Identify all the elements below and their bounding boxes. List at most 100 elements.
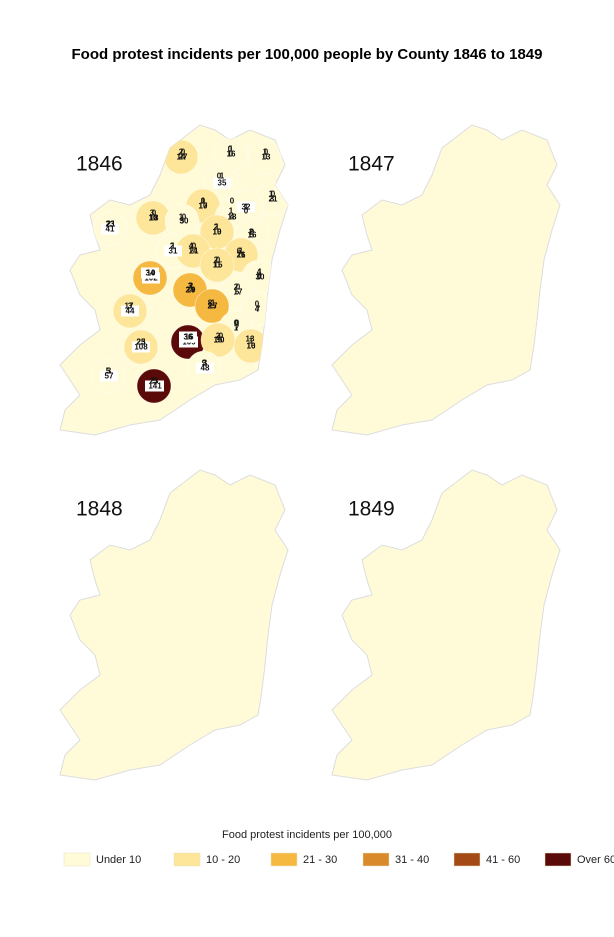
legend-swatch bbox=[544, 852, 572, 867]
county-region bbox=[194, 288, 230, 324]
value-label: 21 bbox=[269, 195, 278, 204]
legend-label: 21 - 30 bbox=[303, 854, 337, 866]
value-label: 0 bbox=[255, 300, 260, 309]
value-label: 1 bbox=[229, 145, 234, 154]
value-label: 3 bbox=[203, 359, 208, 368]
legend-swatch bbox=[270, 852, 298, 867]
value-label: 6 bbox=[237, 247, 242, 256]
value-label: 0 bbox=[264, 148, 269, 157]
value-label: 0 bbox=[152, 209, 157, 218]
value-label: 0 bbox=[219, 332, 224, 341]
value-label: 4 bbox=[189, 242, 194, 251]
value-label: 23 bbox=[137, 338, 146, 347]
value-label: 41 bbox=[106, 225, 115, 234]
map-panel: 2716133521173218301841191631212615301021… bbox=[100, 124, 561, 436]
value-label: 17 bbox=[234, 288, 243, 297]
value-label: 5 bbox=[153, 377, 158, 386]
value-label: 0 bbox=[230, 197, 235, 206]
value-label: 2 bbox=[214, 223, 219, 232]
value-label-box bbox=[164, 245, 182, 257]
value-label: 3 bbox=[188, 282, 193, 291]
value-label: 19 bbox=[213, 228, 222, 237]
map-year: 1849 bbox=[348, 498, 395, 521]
value-label: 4 bbox=[257, 268, 262, 277]
value-label: 13 bbox=[262, 153, 271, 162]
country-outline bbox=[59, 469, 289, 781]
value-label: 3 bbox=[128, 302, 133, 311]
value-label: 16 bbox=[227, 150, 236, 159]
value-label: 10 bbox=[247, 342, 256, 351]
value-label: 21 bbox=[190, 247, 199, 256]
map-year: 1846 bbox=[76, 153, 123, 176]
value-label: 5 bbox=[106, 367, 111, 376]
country-outline bbox=[331, 469, 561, 781]
value-label: 1 bbox=[220, 172, 225, 181]
value-label: 1 bbox=[211, 299, 216, 308]
value-label-box bbox=[101, 223, 119, 235]
map-year: 1848 bbox=[76, 498, 123, 521]
legend-title: Food protest incidents per 100,000 bbox=[222, 829, 392, 841]
value-label: 13 bbox=[246, 335, 255, 344]
value-label: 11 bbox=[237, 251, 246, 260]
value-label: 0 bbox=[257, 273, 262, 282]
value-label: 1 bbox=[263, 148, 268, 157]
value-label: 0 bbox=[182, 213, 187, 222]
value-label: 7 bbox=[235, 324, 240, 333]
value-label: 9 bbox=[202, 359, 207, 368]
value-label: 8 bbox=[208, 299, 213, 308]
value-label: 2 bbox=[214, 256, 219, 265]
value-label: 1 bbox=[201, 197, 206, 206]
value-label: 4 bbox=[255, 305, 260, 314]
value-label: 1 bbox=[244, 203, 249, 212]
value-label: 1 bbox=[215, 223, 220, 232]
value-label: 0 bbox=[201, 197, 206, 206]
value-label: 0 bbox=[250, 228, 255, 237]
value-label: 141 bbox=[148, 382, 162, 391]
value-label: 2 bbox=[179, 148, 184, 157]
county-region bbox=[199, 247, 235, 283]
value-label: 0 bbox=[216, 256, 221, 265]
country-outline bbox=[331, 124, 561, 436]
value-label: 0 bbox=[236, 283, 241, 292]
value-label: 1 bbox=[249, 337, 254, 346]
value-label: 35 bbox=[218, 179, 227, 188]
value-label: 4 bbox=[230, 213, 235, 222]
value-label: 17 bbox=[125, 302, 134, 311]
value-label: 108 bbox=[134, 343, 148, 352]
value-label: 27 bbox=[179, 153, 188, 162]
value-label-box bbox=[100, 370, 118, 382]
legend: Under 10 10 - 20 21 - 30 31 - 40 41 - 60 Over… bbox=[63, 852, 614, 867]
value-label: 3 bbox=[107, 367, 112, 376]
value-label: 0 bbox=[181, 148, 186, 157]
value-label: 31 bbox=[169, 247, 178, 256]
legend-label: 31 - 40 bbox=[395, 854, 429, 866]
maps: 1400631051054210551411110222452541018815… bbox=[59, 124, 561, 781]
value-label: 30 bbox=[216, 336, 225, 345]
value-label: 2 bbox=[189, 282, 194, 291]
value-label: 15 bbox=[214, 336, 223, 345]
value-label: 18 bbox=[228, 213, 237, 222]
value-label: 15 bbox=[214, 261, 223, 270]
value-label-box bbox=[146, 380, 164, 392]
value-label: 5 bbox=[235, 288, 240, 297]
value-label: 0 bbox=[263, 153, 268, 162]
legend-label: 41 - 60 bbox=[486, 854, 520, 866]
value-label: 26 bbox=[237, 251, 246, 260]
value-label: 34 bbox=[146, 269, 155, 278]
value-label: 10 bbox=[199, 202, 208, 211]
value-label: 7 bbox=[256, 305, 261, 314]
value-label: 36 bbox=[184, 333, 193, 342]
value-label: 0 bbox=[235, 319, 240, 328]
value-label: 2 bbox=[216, 332, 221, 341]
value-label-box bbox=[179, 331, 197, 343]
value-label: 30 bbox=[256, 273, 265, 282]
value-label: 19 bbox=[187, 286, 196, 295]
value-label-box bbox=[237, 201, 255, 213]
value-label: 10 bbox=[149, 214, 158, 223]
value-label: 1 bbox=[258, 268, 263, 277]
value-label: 25 bbox=[137, 338, 146, 347]
value-label: 1 bbox=[239, 247, 244, 256]
value-label: 1 bbox=[171, 242, 176, 251]
